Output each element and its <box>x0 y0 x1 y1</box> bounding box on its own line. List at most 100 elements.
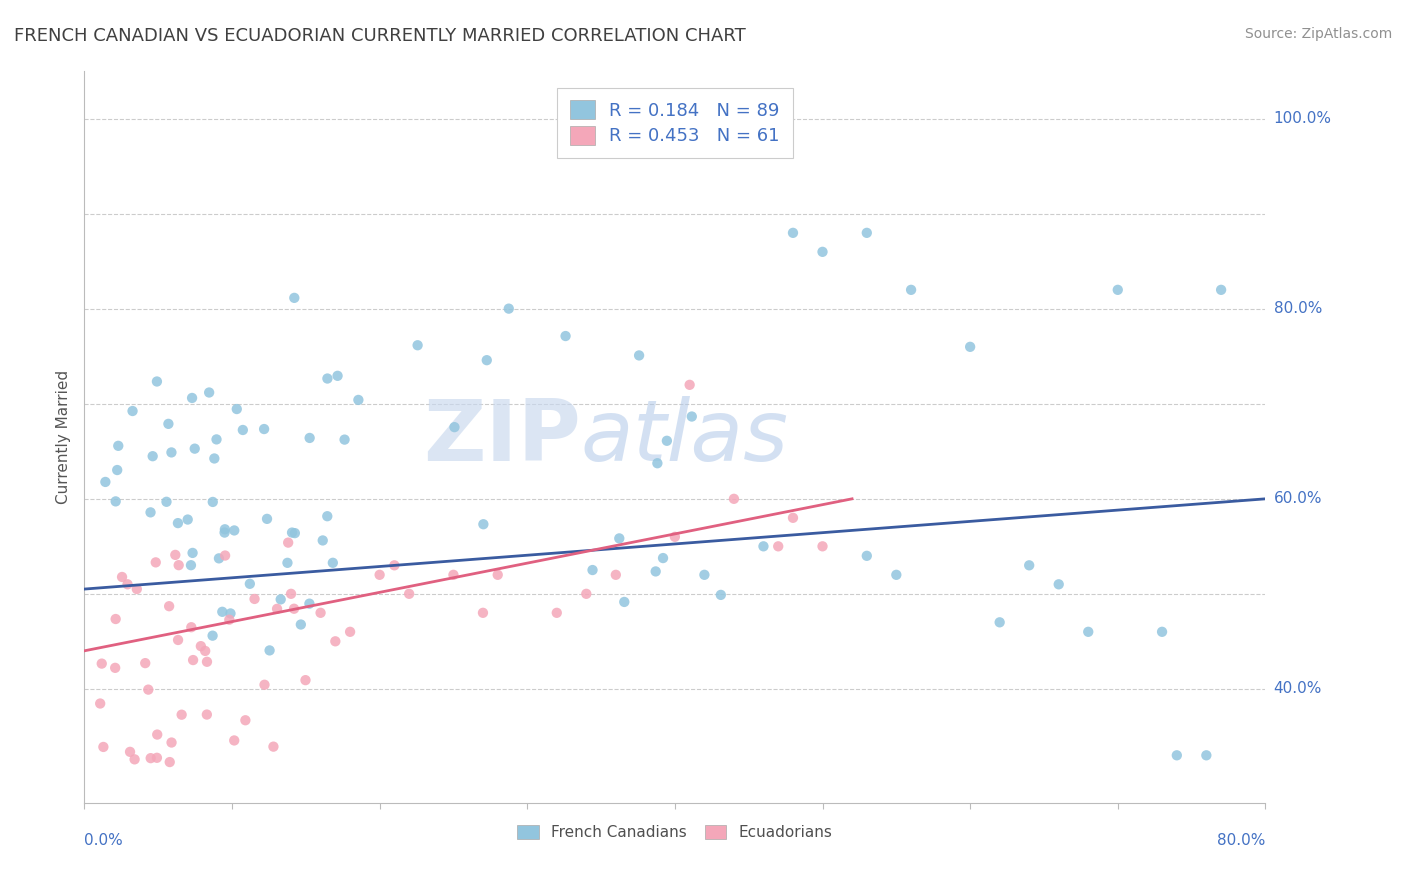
Point <box>1047 577 1070 591</box>
Point <box>235 713 257 727</box>
Text: 60.0%: 60.0% <box>1274 491 1322 507</box>
Point <box>283 601 305 615</box>
Point <box>664 530 686 544</box>
Point <box>575 587 598 601</box>
Point <box>988 615 1011 630</box>
Point <box>157 417 180 431</box>
Point <box>198 385 221 400</box>
Point <box>160 445 183 459</box>
Point <box>167 632 190 647</box>
Point <box>326 368 349 383</box>
Point <box>681 409 703 424</box>
Point <box>811 244 834 259</box>
Point <box>190 639 212 653</box>
Text: 100.0%: 100.0% <box>1274 112 1331 127</box>
Point <box>107 439 129 453</box>
Point <box>259 643 281 657</box>
Point <box>613 595 636 609</box>
Point <box>181 653 204 667</box>
Point <box>205 433 228 447</box>
Point <box>322 556 344 570</box>
Point <box>155 495 177 509</box>
Point <box>1195 748 1218 763</box>
Point <box>1211 283 1233 297</box>
Point <box>94 475 117 489</box>
Point <box>811 539 834 553</box>
Point <box>644 565 666 579</box>
Point <box>312 533 335 548</box>
Point <box>443 420 465 434</box>
Point <box>118 745 141 759</box>
Point <box>290 617 312 632</box>
Point <box>655 434 678 448</box>
Point <box>253 422 276 436</box>
Point <box>232 423 254 437</box>
Point <box>243 591 266 606</box>
Point <box>382 558 406 573</box>
Point <box>710 588 733 602</box>
Point <box>219 607 242 621</box>
Point <box>214 525 236 540</box>
Point <box>146 751 169 765</box>
Text: 80.0%: 80.0% <box>1274 301 1322 317</box>
Point <box>581 563 603 577</box>
Point <box>280 587 302 601</box>
Point <box>90 657 112 671</box>
Point <box>782 226 804 240</box>
Point <box>679 377 702 392</box>
Point <box>139 505 162 519</box>
Point <box>1018 558 1040 573</box>
Point <box>900 283 922 297</box>
Point <box>281 525 304 540</box>
Point <box>1107 283 1129 297</box>
Point <box>239 576 262 591</box>
Text: 0.0%: 0.0% <box>84 833 124 848</box>
Point <box>768 539 790 553</box>
Text: 80.0%: 80.0% <box>1218 833 1265 848</box>
Point <box>214 549 236 563</box>
Point <box>283 291 305 305</box>
Point <box>652 551 675 566</box>
Point <box>183 442 205 456</box>
Point <box>208 551 231 566</box>
Point <box>856 549 879 563</box>
Point <box>693 567 716 582</box>
Point <box>181 546 204 560</box>
Point <box>398 587 420 601</box>
Text: atlas: atlas <box>581 395 789 479</box>
Point <box>266 602 288 616</box>
Point <box>195 707 218 722</box>
Point <box>959 340 981 354</box>
Point <box>211 605 233 619</box>
Point <box>1150 624 1173 639</box>
Point <box>180 558 202 573</box>
Point <box>443 567 465 582</box>
Point <box>125 582 148 596</box>
Point <box>886 567 908 582</box>
Point <box>124 752 146 766</box>
Point <box>723 491 745 506</box>
Point <box>146 375 169 389</box>
Point <box>214 522 236 536</box>
Point <box>224 733 246 747</box>
Point <box>605 567 627 582</box>
Point <box>93 739 115 754</box>
Point <box>647 456 669 470</box>
Point <box>104 612 127 626</box>
Point <box>276 556 298 570</box>
Point <box>406 338 429 352</box>
Point <box>339 624 361 639</box>
Point <box>218 613 240 627</box>
Point <box>202 451 225 466</box>
Point <box>134 656 156 670</box>
Point <box>546 606 568 620</box>
Point <box>472 606 495 620</box>
Point <box>333 433 356 447</box>
Point <box>1166 748 1188 763</box>
Point <box>201 629 224 643</box>
Text: 40.0%: 40.0% <box>1274 681 1322 697</box>
Point <box>180 620 202 634</box>
Point <box>325 634 347 648</box>
Point <box>177 512 200 526</box>
Point <box>117 577 139 591</box>
